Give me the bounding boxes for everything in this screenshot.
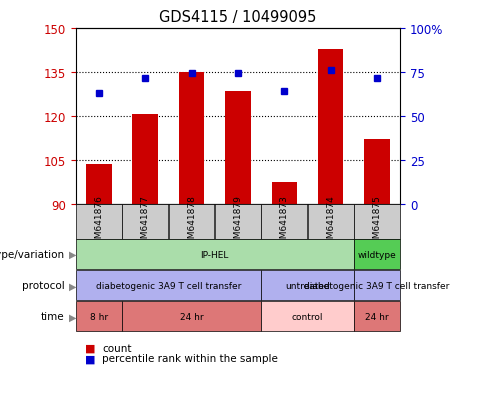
Text: GSM641876: GSM641876 — [94, 195, 103, 249]
Bar — [261, 204, 307, 240]
Bar — [179, 73, 204, 204]
Bar — [354, 204, 400, 240]
Text: IP-HEL: IP-HEL — [201, 250, 229, 259]
Bar — [271, 183, 297, 204]
Text: ▶: ▶ — [69, 249, 77, 260]
Text: time: time — [41, 311, 64, 322]
Text: genotype/variation: genotype/variation — [0, 249, 64, 260]
Text: GSM641879: GSM641879 — [233, 195, 243, 249]
Bar — [86, 165, 112, 204]
Text: protocol: protocol — [21, 280, 64, 291]
Text: GSM641874: GSM641874 — [326, 195, 335, 249]
Text: control: control — [292, 312, 323, 321]
Bar — [132, 115, 158, 204]
Text: GSM641877: GSM641877 — [141, 195, 150, 249]
Text: diabetogenic 3A9 T cell transfer: diabetogenic 3A9 T cell transfer — [305, 281, 449, 290]
Bar — [168, 204, 215, 240]
Text: ■: ■ — [85, 343, 96, 353]
Bar — [76, 204, 122, 240]
Text: 8 hr: 8 hr — [90, 312, 108, 321]
Text: ■: ■ — [85, 354, 96, 363]
Bar — [225, 92, 251, 204]
Text: wildtype: wildtype — [358, 250, 396, 259]
Text: count: count — [102, 343, 132, 353]
Bar — [307, 204, 354, 240]
Text: GSM641875: GSM641875 — [372, 195, 382, 249]
Text: percentile rank within the sample: percentile rank within the sample — [102, 354, 278, 363]
Bar — [364, 140, 390, 204]
Text: untreated: untreated — [285, 281, 330, 290]
Bar — [122, 204, 168, 240]
Text: ▶: ▶ — [69, 311, 77, 322]
Text: GSM641873: GSM641873 — [280, 195, 289, 249]
Text: 24 hr: 24 hr — [365, 312, 389, 321]
Text: 24 hr: 24 hr — [180, 312, 203, 321]
Text: ▶: ▶ — [69, 280, 77, 291]
Title: GDS4115 / 10499095: GDS4115 / 10499095 — [159, 10, 317, 25]
Text: GSM641878: GSM641878 — [187, 195, 196, 249]
Text: diabetogenic 3A9 T cell transfer: diabetogenic 3A9 T cell transfer — [96, 281, 241, 290]
Bar — [215, 204, 261, 240]
Bar — [318, 50, 344, 204]
